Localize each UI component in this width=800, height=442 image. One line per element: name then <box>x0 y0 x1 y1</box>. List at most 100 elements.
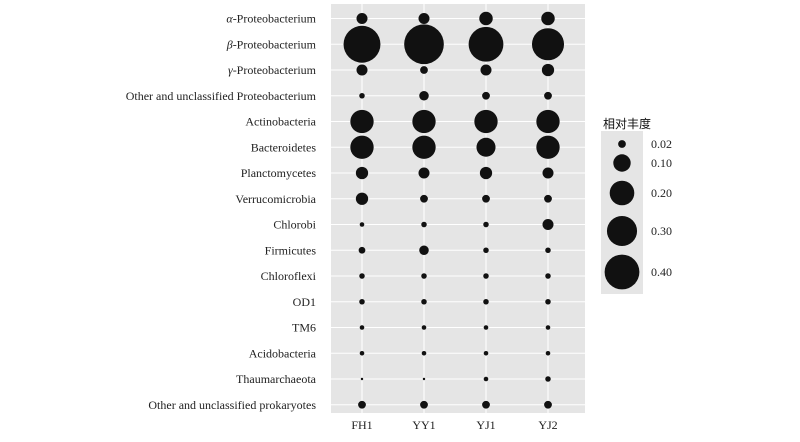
x-tick-label-fh1: FH1 <box>351 418 372 432</box>
bubble-point <box>412 135 436 159</box>
y-tick-label-text: Other and unclassified Proteobacterium <box>126 89 317 103</box>
y-tick-label-text: Firmicutes <box>265 243 317 257</box>
bubble-point <box>480 64 492 76</box>
legend-key-label: 0.40 <box>651 265 672 279</box>
bubble-point <box>482 194 490 203</box>
bubble-point <box>360 377 364 381</box>
y-tick-label: Other and unclassified Proteobacterium <box>126 89 317 103</box>
y-tick-label-text: Actinobacteria <box>245 115 316 129</box>
legend-key-circle <box>618 140 626 148</box>
bubble-point <box>359 325 365 330</box>
bubble-point <box>544 91 552 100</box>
bubble-point <box>544 400 552 409</box>
y-tick-label: Chlorobi <box>273 218 316 232</box>
bubble-point <box>545 299 551 305</box>
bubble-point <box>359 222 365 227</box>
bubble-point <box>482 91 490 100</box>
bubble-point <box>359 273 365 279</box>
bubble-point <box>358 246 366 254</box>
y-tick-label: Actinobacteria <box>245 115 316 129</box>
bubble-point <box>483 350 489 356</box>
y-tick-label-text: -Proteobacterium <box>233 37 317 51</box>
bubble-point <box>350 109 374 134</box>
y-tick-label-text: Thaumarchaeota <box>236 372 317 386</box>
legend-key-label: 0.10 <box>651 156 672 170</box>
bubble-point <box>418 13 430 24</box>
bubble-point <box>421 299 427 305</box>
y-tick-label-greek: α <box>226 12 233 26</box>
legend-key-label: 0.20 <box>651 186 672 200</box>
bubble-point <box>544 194 552 203</box>
bubble-point <box>404 24 444 65</box>
x-tick-label-yj2: YJ2 <box>538 418 557 432</box>
y-tick-label: Firmicutes <box>265 243 317 257</box>
y-tick-label: γ-Proteobacterium <box>228 63 317 77</box>
bubble-point <box>536 109 560 134</box>
y-tick-label: β-Proteobacterium <box>226 37 317 51</box>
legend-key-circle <box>609 180 635 206</box>
y-tick-label: TM6 <box>292 321 316 335</box>
y-tick-label-text: Planctomycetes <box>241 166 317 180</box>
legend-key-label: 0.30 <box>651 224 672 238</box>
y-tick-label: Other and unclassified prokaryotes <box>148 398 316 412</box>
bubble-point <box>545 350 551 356</box>
bubble-point <box>545 376 551 382</box>
y-tick-label-text: Chlorobi <box>273 218 316 232</box>
y-tick-label-text: TM6 <box>292 321 316 335</box>
bubble-point <box>420 400 428 409</box>
bubble-point <box>483 299 489 305</box>
bubble-point <box>421 221 427 228</box>
bubble-point <box>541 11 555 26</box>
legend-key-label: 0.02 <box>651 137 672 151</box>
bubble-point <box>355 166 369 180</box>
y-tick-label: Planctomycetes <box>241 166 317 180</box>
bubble-point <box>479 11 493 26</box>
bubble-point <box>483 221 489 228</box>
y-tick-label-text: -Proteobacterium <box>233 12 317 26</box>
y-tick-label-text: Acidobacteria <box>249 346 317 360</box>
size-legend: 相对丰度 0.02 0.10 0.20 0.30 0.40 <box>601 116 672 294</box>
bubble-point <box>412 109 436 134</box>
bubble-point <box>358 400 366 409</box>
bubble-point <box>545 325 551 330</box>
bubble-point <box>419 245 429 256</box>
bubble-point <box>483 376 489 382</box>
bubble-point <box>474 109 498 134</box>
x-tick-label-yj1: YJ1 <box>476 418 495 432</box>
bubble-point <box>422 377 426 381</box>
bubble-point <box>483 325 489 330</box>
y-tick-label: Chloroflexi <box>261 269 317 283</box>
bubble-point <box>356 64 368 76</box>
y-tick-label-text: Bacteroidetes <box>251 140 317 154</box>
bubble-point <box>545 247 551 253</box>
y-tick-label-text: -Proteobacterium <box>233 63 317 77</box>
y-axis-labels: α-Proteobacteriumβ-Proteobacteriumγ-Prot… <box>126 12 317 412</box>
bubble-point <box>483 273 489 279</box>
legend-key-circle <box>606 215 638 247</box>
bubble-point <box>355 192 369 205</box>
bubble-point <box>536 135 560 159</box>
bubble-point <box>359 350 365 356</box>
legend-title: 相对丰度 <box>603 116 651 131</box>
y-tick-label: Thaumarchaeota <box>236 372 317 386</box>
y-tick-label: Verrucomicrobia <box>235 192 316 206</box>
y-tick-label-text: Other and unclassified prokaryotes <box>148 398 316 412</box>
bubble-point <box>421 325 427 330</box>
bubble-point <box>359 93 365 99</box>
x-axis-labels: FH1 YY1 YJ1 YJ2 <box>351 418 557 432</box>
bubble-point <box>468 26 504 62</box>
y-tick-label-text: Verrucomicrobia <box>235 192 316 206</box>
bubble-point <box>541 63 555 77</box>
y-tick-label: OD1 <box>293 295 316 309</box>
bubble-point <box>356 13 368 24</box>
data-points <box>343 11 565 409</box>
bubble-point <box>542 167 554 179</box>
legend-key-circle <box>604 254 640 290</box>
legend-key-circle <box>613 154 631 172</box>
y-tick-label-text: OD1 <box>293 295 316 309</box>
bubble-point <box>482 400 490 409</box>
y-tick-label: Acidobacteria <box>249 346 317 360</box>
bubble-point <box>545 273 551 279</box>
bubble-point <box>421 273 427 279</box>
